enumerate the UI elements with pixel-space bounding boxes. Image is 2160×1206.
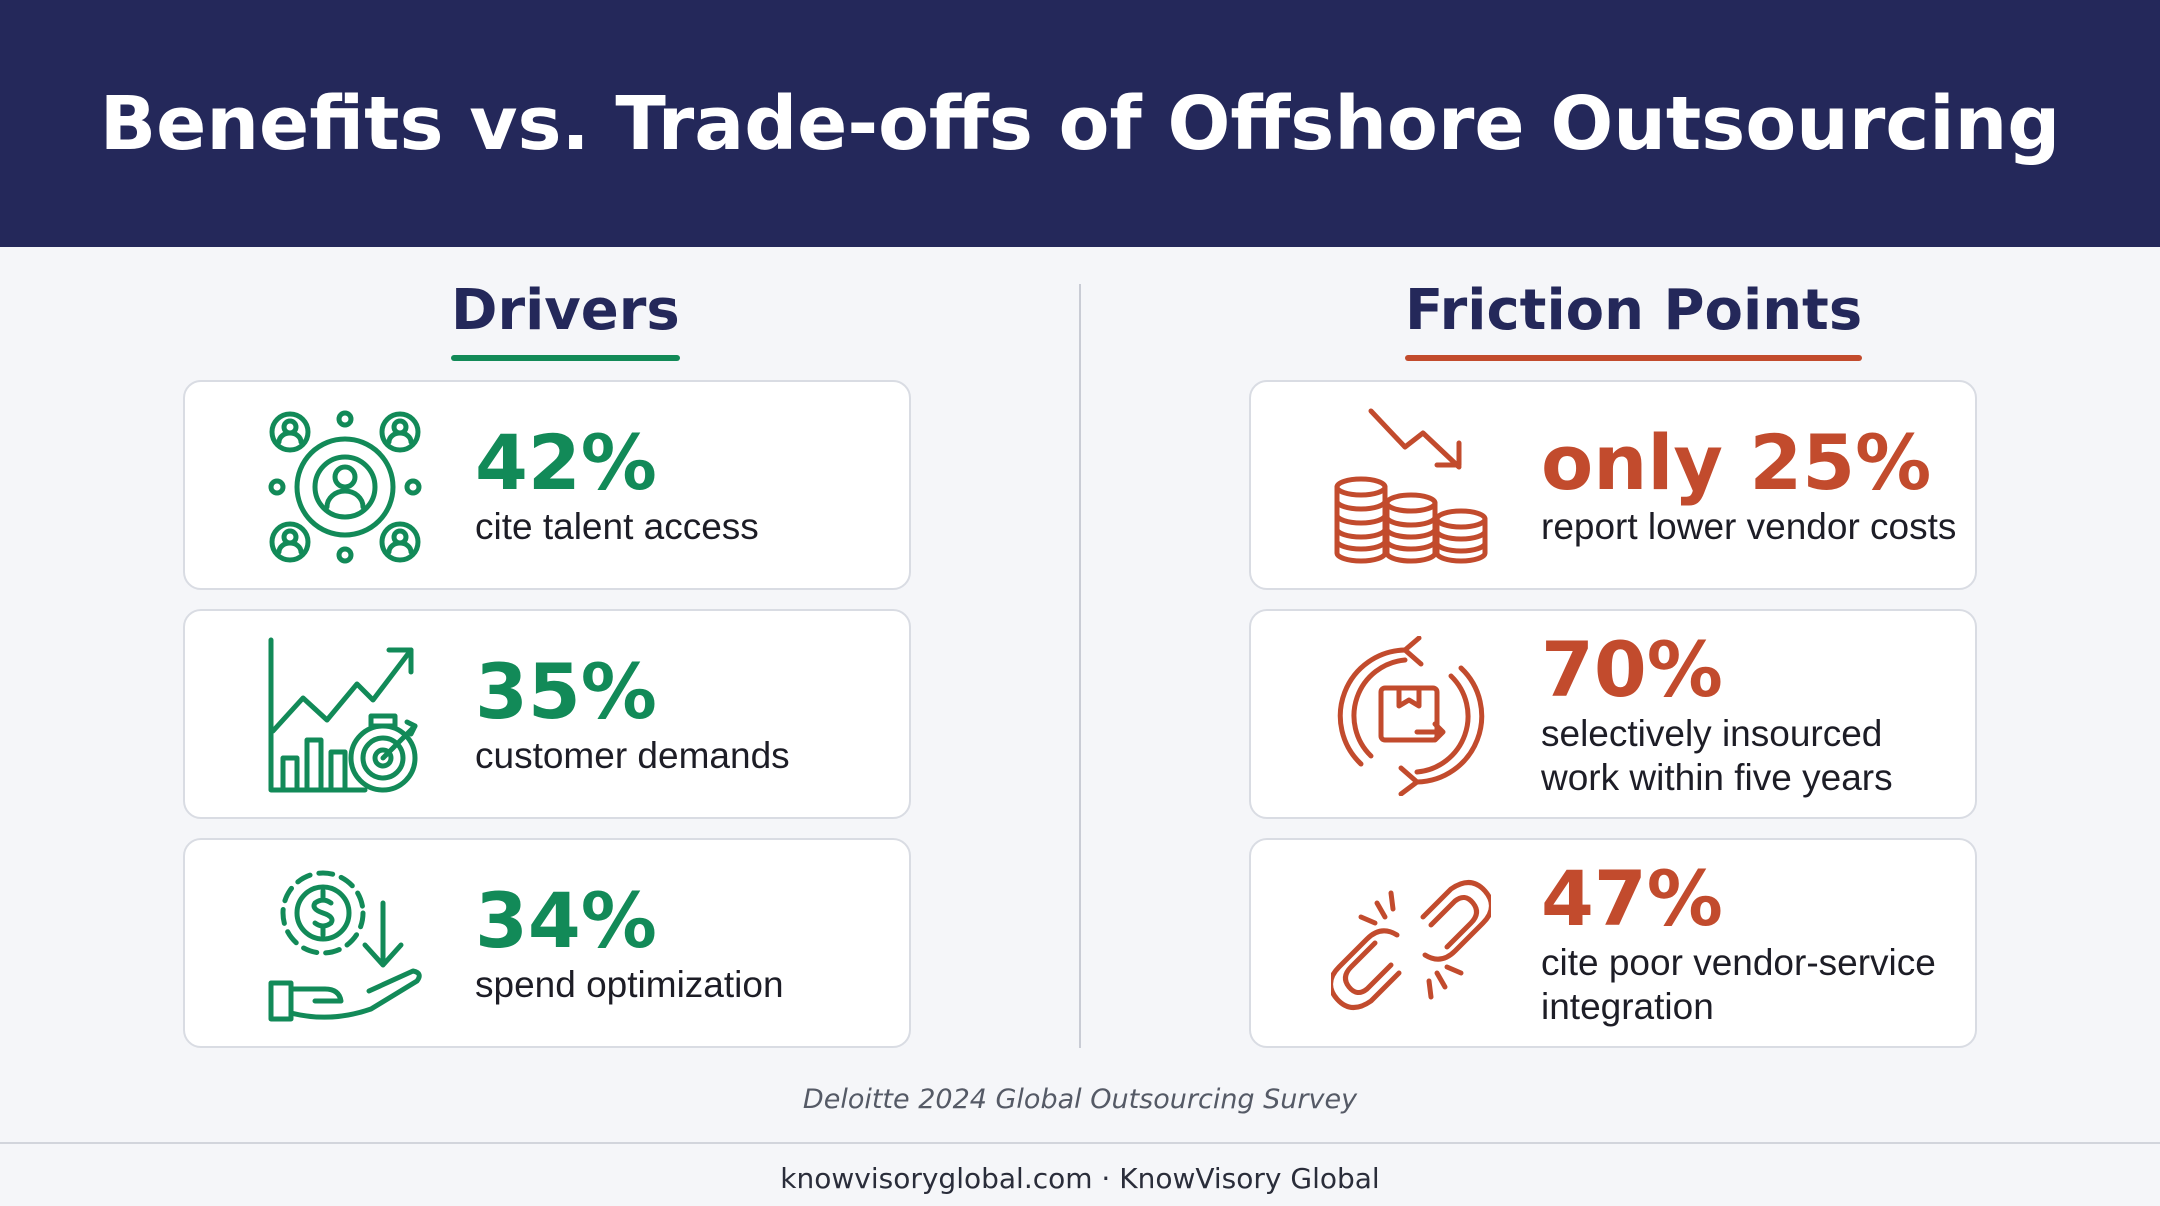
friction-underline — [1405, 355, 1863, 361]
drivers-underline — [451, 355, 680, 361]
driver-card-customer: 35% customer demands — [183, 609, 911, 819]
stat-description: spend optimization — [475, 964, 784, 1005]
stat-value: 42% — [475, 418, 657, 507]
drivers-heading-text: Drivers — [451, 278, 680, 343]
coins-decline-icon — [1331, 407, 1491, 567]
driver-card-text: 42% cite talent access — [475, 382, 759, 588]
talent-network-icon — [265, 407, 425, 567]
drivers-heading: Drivers — [451, 278, 680, 361]
stat-value: only 25% — [1541, 418, 1932, 507]
footer-credit: knowvisoryglobal.com · KnowVisory Global — [780, 1162, 1380, 1195]
stat-description: customer demands — [475, 735, 790, 776]
stat-value: 35% — [475, 647, 657, 736]
insourcing-cycle-icon — [1331, 636, 1491, 796]
stat-value: 34% — [475, 876, 657, 965]
friction-card-integration: 47% cite poor vendor-service integration — [1249, 838, 1977, 1048]
driver-card-text: 35% customer demands — [475, 611, 790, 817]
column-divider — [1079, 284, 1081, 1048]
driver-card-spend: 34% spend optimization — [183, 838, 911, 1048]
stat-value: 70% — [1541, 625, 1723, 714]
friction-card-text: 47% cite poor vendor-service integration — [1541, 840, 1936, 1046]
source-citation: Deloitte 2024 Global Outsourcing Survey — [802, 1084, 1358, 1115]
broken-chain-icon — [1331, 865, 1491, 1025]
stat-description: report lower vendor costs — [1541, 506, 1957, 547]
page-title: Benefits vs. Trade-offs of Offshore Outs… — [99, 80, 2061, 167]
stat-description-line-1: selectively insourced — [1541, 713, 1883, 754]
friction-card-text: only 25% report lower vendor costs — [1541, 382, 1956, 588]
stat-description-line-2: work within five years — [1541, 757, 1893, 798]
cost-savings-hand-icon — [265, 865, 425, 1025]
friction-heading: Friction Points — [1405, 278, 1863, 361]
growth-target-icon — [265, 636, 425, 796]
friction-card-text: 70% selectively insourced work within fi… — [1541, 611, 1893, 817]
stat-description: cite talent access — [475, 506, 759, 547]
friction-heading-text: Friction Points — [1405, 278, 1863, 343]
stat-description-line-1: cite poor vendor-service — [1541, 942, 1936, 983]
footer-divider — [0, 1142, 2160, 1144]
friction-card-costs: only 25% report lower vendor costs — [1249, 380, 1977, 590]
header-banner: Benefits vs. Trade-offs of Offshore Outs… — [0, 0, 2160, 247]
driver-card-talent: 42% cite talent access — [183, 380, 911, 590]
driver-card-text: 34% spend optimization — [475, 840, 784, 1046]
stat-description-line-2: integration — [1541, 986, 1714, 1027]
stat-value: 47% — [1541, 854, 1723, 943]
friction-card-insourced: 70% selectively insourced work within fi… — [1249, 609, 1977, 819]
